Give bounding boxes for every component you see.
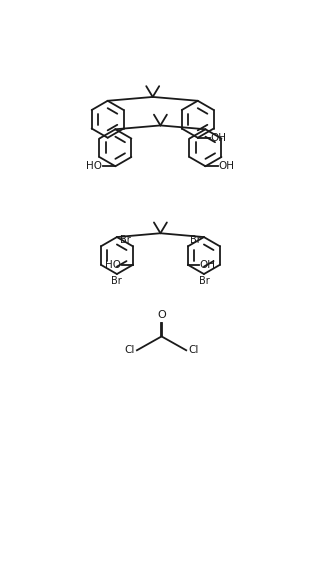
Text: Br: Br (199, 276, 210, 285)
Text: OH: OH (211, 133, 227, 143)
Text: Br: Br (111, 276, 121, 285)
Text: Cl: Cl (124, 345, 135, 355)
Text: Cl: Cl (188, 345, 199, 355)
Text: O: O (157, 310, 166, 320)
Text: OH: OH (218, 161, 234, 171)
Text: Br: Br (190, 235, 201, 245)
Text: HO: HO (86, 161, 102, 171)
Text: OH: OH (199, 260, 215, 270)
Text: Br: Br (120, 235, 131, 245)
Text: HO: HO (105, 260, 121, 270)
